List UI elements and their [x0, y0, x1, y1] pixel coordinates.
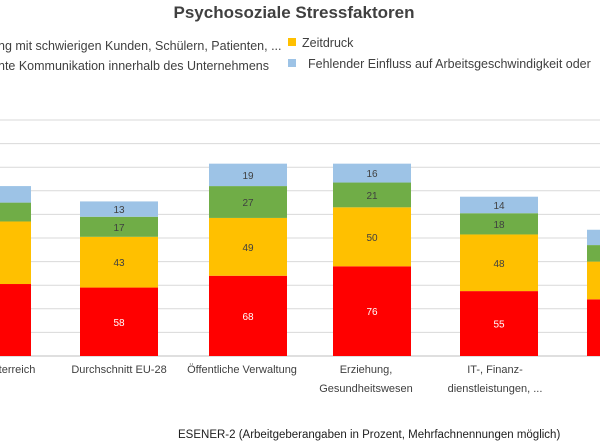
x-tick-label: Öffentliche Verwaltung [187, 364, 297, 376]
data-label: 21 [366, 191, 378, 202]
data-label: 18 [493, 220, 505, 231]
data-label: 58 [113, 318, 125, 329]
bar-segment-series-2-category-1 [0, 221, 31, 285]
data-label: 55 [493, 320, 505, 331]
legend-label-series-1: ng mit schwierigen Kunden, Schülern, Pat… [0, 39, 282, 53]
bar-segment-series-1-category-2 [80, 287, 158, 356]
legend-swatch-series-2 [288, 38, 296, 46]
x-axis-labels: Österreich Durchschnitt EU-28 Öffentliche … [0, 364, 543, 395]
bar-segment-series-1-category-1 [0, 284, 31, 356]
bar-segment-series-3-category-5 [460, 213, 538, 235]
bar-segment-series-3-category-1 [0, 202, 31, 222]
bar-segment-series-2-category-3 [209, 217, 287, 276]
x-tick-label: Österreich [0, 364, 35, 376]
bar-segment-series-4-category-4 [333, 163, 411, 183]
x-tick-label: IT-, Finanz- [467, 364, 523, 376]
legend-label-series-2: Zeitdruck [302, 36, 354, 50]
bar-segment-series-3-category-3 [209, 186, 287, 218]
data-label: 14 [493, 201, 505, 212]
bar-segment-series-3-category-6 [587, 245, 600, 262]
data-label: 49 [242, 243, 254, 254]
data-label: 16 [366, 169, 378, 180]
x-tick-label: Erziehung, [340, 364, 393, 376]
legend-label-series-3: nte Kommunikation innerhalb des Unterneh… [0, 59, 269, 73]
chart-title: Psychosoziale Stressfaktoren [174, 3, 415, 22]
data-label: 68 [242, 312, 254, 323]
data-label: 19 [242, 171, 254, 182]
data-label: 27 [242, 198, 254, 209]
bars: 58 43 17 13 68 49 27 19 76 50 21 16 55 48 18 14 [0, 163, 600, 356]
data-label: 43 [113, 258, 125, 269]
bar-segment-series-1-category-3 [209, 275, 287, 356]
legend-label-series-4: Fehlender Einfluss auf Arbeitsgeschwindi… [308, 57, 591, 71]
bar-segment-series-2-category-4 [333, 207, 411, 267]
bar-segment-series-4-category-1 [0, 186, 31, 203]
legend: ng mit schwierigen Kunden, Schülern, Pat… [0, 36, 591, 73]
bar-segment-series-3-category-2 [80, 216, 158, 237]
bar-segment-series-2-category-5 [460, 234, 538, 292]
bar-segment-series-4-category-6 [587, 229, 600, 246]
bar-segment-series-2-category-6 [587, 261, 600, 300]
x-tick-label: Gesundheitswesen [319, 383, 413, 395]
bar-segment-series-4-category-2 [80, 201, 158, 217]
bar-segment-series-2-category-2 [80, 236, 158, 288]
data-label: 13 [113, 205, 125, 216]
bar-segment-series-1-category-6 [587, 299, 600, 356]
source-note: ESENER-2 (Arbeitgeberangaben in Prozent,… [178, 429, 560, 441]
bar-segment-series-4-category-5 [460, 196, 538, 214]
bar-segment-series-4-category-3 [209, 163, 287, 187]
data-label: 76 [366, 307, 378, 318]
x-tick-label: Durchschnitt EU-28 [71, 364, 166, 376]
x-tick-label: dienstleistungen, ... [448, 383, 543, 395]
data-label: 17 [113, 223, 125, 234]
bar-segment-series-3-category-4 [333, 182, 411, 208]
data-label: 50 [366, 233, 378, 244]
legend-swatch-series-4 [288, 59, 296, 67]
bar-segment-series-1-category-4 [333, 266, 411, 356]
bar-segment-series-1-category-5 [460, 291, 538, 356]
data-label: 48 [493, 259, 505, 270]
